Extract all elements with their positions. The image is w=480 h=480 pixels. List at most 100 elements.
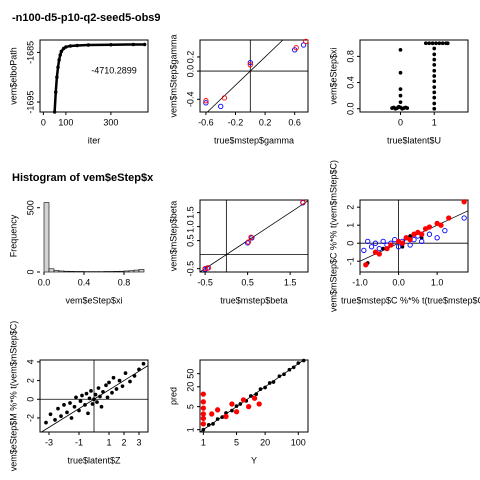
- y-tick-label: 1: [345, 223, 355, 228]
- y-tick-label: 0: [345, 241, 355, 246]
- point: [200, 391, 207, 397]
- point: [407, 236, 413, 243]
- point: [59, 49, 64, 54]
- x-tick-label: 1: [201, 437, 206, 447]
- point: [432, 85, 437, 89]
- plot-box: [199, 39, 309, 113]
- y-tick-label: 0.8: [345, 50, 355, 63]
- point: [247, 59, 253, 66]
- point: [434, 235, 440, 241]
- point: [203, 98, 209, 104]
- point: [206, 423, 211, 427]
- point: [220, 415, 225, 419]
- x-tick-label: 0.0: [392, 277, 405, 287]
- bar: [108, 271, 115, 273]
- point: [202, 265, 208, 272]
- point: [95, 400, 99, 404]
- point: [461, 215, 467, 221]
- point: [84, 391, 89, 396]
- point: [209, 411, 215, 417]
- point: [105, 395, 110, 400]
- point: [200, 421, 207, 427]
- y-tick-label: 0.5: [185, 234, 195, 247]
- point: [251, 395, 258, 401]
- point: [64, 45, 68, 49]
- point: [86, 43, 91, 47]
- point: [267, 381, 272, 385]
- point: [87, 396, 92, 401]
- point: [423, 41, 428, 46]
- x-tick-label: -1: [75, 437, 83, 447]
- point: [381, 246, 385, 251]
- bar: [103, 271, 110, 273]
- y-tick-label: -1695: [25, 91, 35, 114]
- point: [141, 361, 146, 366]
- point: [405, 106, 410, 110]
- panel: -0.5 0.5 1.5-0.50.51.01.5true$mstep$betave…: [168, 199, 309, 305]
- point: [142, 42, 147, 47]
- point: [245, 239, 252, 245]
- y-axis-label: vem$eStep$M %*% t(vem$mStep$C): [8, 321, 18, 472]
- point: [230, 408, 234, 413]
- point: [398, 93, 403, 98]
- y-tick-label: 0.0: [185, 65, 195, 78]
- point: [248, 234, 254, 240]
- y-tick-label: -2: [25, 414, 35, 422]
- y-axis-label: vem$mStep$C %*% t(vem$mStep$C): [328, 160, 338, 312]
- point: [248, 394, 253, 398]
- x-tick-label: -3: [45, 437, 53, 447]
- point: [58, 53, 63, 57]
- point: [201, 427, 206, 432]
- point: [203, 100, 209, 106]
- x-tick-label: 0.4: [78, 277, 91, 287]
- x-tick-label: 0: [41, 117, 46, 127]
- point: [215, 417, 220, 421]
- y-tick-label: 0.4: [345, 76, 355, 89]
- point: [395, 244, 402, 250]
- point: [258, 387, 263, 391]
- point: [398, 87, 403, 91]
- point: [80, 393, 84, 398]
- point: [376, 245, 382, 252]
- point: [200, 399, 207, 405]
- x-axis-label: true$mstep$gamma: [214, 135, 294, 145]
- point: [104, 383, 108, 388]
- point: [57, 58, 61, 62]
- point: [437, 41, 442, 46]
- x-tick-label: -0.6: [198, 117, 214, 127]
- point: [111, 375, 116, 380]
- point: [200, 415, 207, 422]
- point: [56, 65, 60, 70]
- point: [430, 41, 435, 46]
- bar: [128, 270, 135, 273]
- plot-box: [359, 199, 469, 273]
- point: [218, 103, 224, 110]
- point: [54, 90, 58, 94]
- x-tick-label: 20: [260, 437, 270, 447]
- y-tick-label: 0.2: [185, 51, 195, 64]
- point: [432, 57, 437, 62]
- point: [254, 392, 259, 396]
- point: [256, 401, 262, 407]
- bar: [133, 269, 140, 273]
- point: [372, 240, 379, 246]
- point: [432, 63, 437, 67]
- plot-box: [199, 199, 309, 273]
- panel: -0.6 -0.2 0.2 0.6-0.40.00.2true$mstep$gamma…: [168, 34, 309, 145]
- y-tick-label: -1685: [25, 41, 35, 64]
- y-axis-label: pred: [168, 387, 178, 405]
- point: [446, 215, 452, 221]
- x-tick-label: 3: [136, 437, 141, 447]
- point: [432, 101, 437, 106]
- x-tick-label: 1.0: [431, 277, 444, 287]
- point: [77, 408, 81, 413]
- point: [388, 242, 394, 248]
- point: [432, 52, 437, 57]
- bar: [113, 271, 120, 273]
- point: [107, 380, 111, 385]
- point: [78, 399, 83, 403]
- point: [419, 238, 425, 245]
- point: [234, 404, 239, 408]
